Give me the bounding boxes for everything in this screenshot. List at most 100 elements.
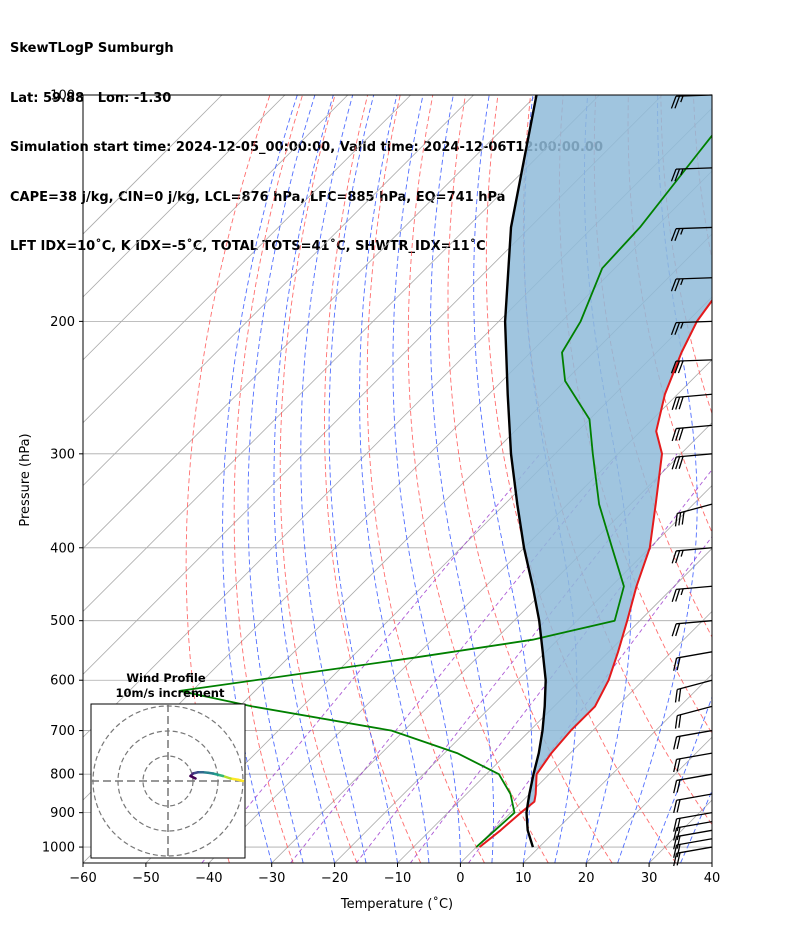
title-line: SkewTLogP Sumburgh — [10, 41, 174, 56]
dry-adiabat-line — [185, 95, 271, 863]
wind-barb-shaft — [675, 277, 713, 280]
wind-barb-flag — [675, 428, 681, 441]
wind-barb-shaft — [675, 320, 713, 324]
hodograph-inset: Wind Profile 10m/s increment — [90, 671, 246, 859]
index-line: LFT IDX=10˚C, K IDX=-5˚C, TOTAL TOTS=41˚… — [10, 239, 486, 254]
y-tick-label: 400 — [50, 541, 75, 556]
wind-barb-flag — [673, 818, 678, 832]
wind-barb — [670, 320, 713, 336]
wind-barb-half-flag — [680, 588, 684, 596]
wind-barb-shaft — [676, 752, 713, 760]
x-tick-label: −10 — [384, 871, 411, 886]
wind-barb-flag — [678, 714, 682, 728]
y-tick-label: 800 — [50, 768, 75, 783]
wind-barb-shaft — [676, 651, 713, 659]
isotherm-line — [83, 95, 223, 235]
wind-barb-flag — [674, 168, 681, 182]
wind-barb — [673, 752, 713, 773]
wind-barb-shaft — [676, 820, 713, 829]
moist-adiabat-line — [680, 789, 712, 863]
wind-barb-flag — [674, 322, 681, 335]
wind-barb-flag — [676, 844, 681, 858]
wind-barb-flag — [674, 95, 681, 109]
dry-adiabat-line — [324, 95, 422, 863]
wind-barb-shaft — [677, 705, 713, 717]
dry-adiabat-line — [366, 95, 485, 863]
wind-barb — [671, 424, 713, 442]
chart-title-block: SkewTLogP Sumburgh Lat: 59.88 Lon: -1.30… — [10, 8, 603, 272]
y-tick-label: 600 — [50, 674, 75, 689]
wind-barb-flag — [670, 96, 677, 109]
wind-barb-flag — [675, 623, 681, 637]
x-tick-label: −30 — [258, 871, 285, 886]
wind-barb-flag — [678, 396, 684, 410]
wind-barb-flag — [675, 588, 681, 602]
wind-barb-flag — [678, 427, 684, 441]
wind-barb-flag — [673, 759, 678, 773]
x-tick-label: 20 — [578, 871, 595, 886]
wind-barb — [673, 729, 713, 750]
wind-barb — [671, 585, 713, 602]
wind-barb — [674, 705, 713, 729]
wind-barb-flag — [676, 835, 681, 849]
hodograph-title: Wind Profile — [126, 671, 206, 685]
wind-barb-flag — [674, 228, 681, 241]
x-tick-label: 0 — [456, 871, 464, 886]
wind-barb — [671, 547, 713, 564]
wind-barb — [673, 820, 713, 841]
wind-barb — [674, 679, 713, 703]
wind-barb-shaft — [675, 167, 713, 170]
wind-barb-shaft — [676, 846, 713, 854]
hodograph-plot — [91, 704, 245, 858]
wind-barb-shaft — [676, 547, 713, 552]
wind-barb-flag — [676, 779, 681, 793]
dewpoint-line — [178, 134, 712, 848]
wind-barb-flag — [674, 513, 678, 527]
wind-barb-shaft — [676, 829, 713, 838]
wind-barb-shaft — [676, 729, 713, 738]
wind-barb-flag — [670, 168, 677, 182]
dry-adiabat-line — [660, 95, 712, 415]
wind-barb-flag — [671, 456, 677, 470]
wind-barb-flag — [676, 657, 681, 671]
mixing-ratio-line — [290, 453, 620, 863]
wind-barb-half-flag — [680, 550, 684, 557]
wind-barb-half-flag — [680, 228, 684, 235]
moist-adiabat-line — [273, 95, 336, 863]
location-line: Lat: 59.88 Lon: -1.30 — [10, 90, 172, 106]
wind-barb — [674, 503, 713, 527]
wind-barb — [673, 773, 713, 794]
moist-adiabat-line — [648, 695, 712, 863]
wind-barb — [671, 453, 713, 470]
wind-barb-flag — [676, 758, 681, 772]
wind-barb-half-flag — [680, 322, 684, 329]
wind-barb-flag — [673, 736, 678, 750]
wind-barb — [673, 793, 713, 814]
wind-barb-flag — [678, 456, 684, 469]
wind-barb-shaft — [676, 585, 713, 591]
cape-line: CAPE=38 j/kg, CIN=0 j/kg, LCL=876 hPa, L… — [10, 189, 506, 205]
dry-adiabat-line — [407, 95, 549, 863]
wind-barb — [670, 277, 713, 292]
wind-barb — [670, 359, 713, 374]
isotherm-line — [83, 95, 474, 487]
wind-barb-flag — [671, 550, 677, 564]
wind-barb-half-flag — [680, 95, 684, 103]
wind-barb-flag — [674, 715, 678, 729]
temperature-line — [478, 298, 712, 848]
wind-barb-half-flag — [680, 278, 684, 286]
isotherm-line — [523, 673, 712, 863]
wind-barb-flag — [670, 228, 677, 242]
dry-adiabat-line — [726, 95, 794, 863]
y-tick-label: 100 — [50, 89, 75, 104]
mixing-ratio-line — [468, 535, 712, 863]
y-tick-label: 500 — [50, 614, 75, 629]
isotherm-line — [83, 95, 349, 361]
wind-barb-flag — [673, 827, 678, 841]
wind-barbs — [670, 94, 713, 867]
x-axis-label: Temperature (˚C) — [340, 896, 453, 912]
wind-barb-flag — [673, 844, 678, 858]
y-tick-label: 1000 — [42, 841, 75, 856]
hodograph-segment — [189, 774, 197, 780]
y-tick-label: 900 — [50, 806, 75, 821]
